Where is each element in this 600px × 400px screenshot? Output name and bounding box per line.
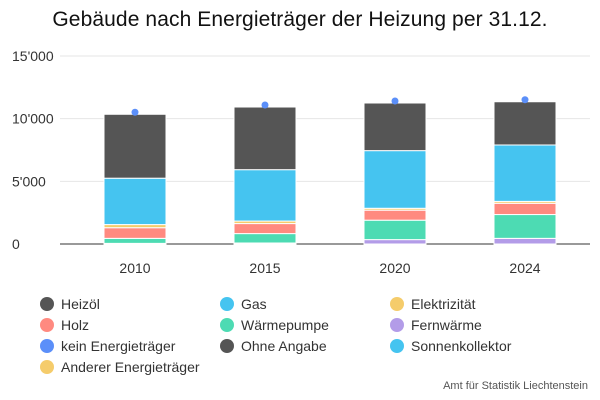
legend-marker xyxy=(220,339,234,353)
bar-segment xyxy=(363,102,427,152)
bar-marker-dot xyxy=(131,108,139,116)
legend-label: Anderer Energieträger xyxy=(61,359,200,375)
bar-segment xyxy=(493,144,557,202)
legend-item: Elektrizität xyxy=(390,296,476,312)
stacked-bar-chart: 0 5'000 10'000 15'000 2010 2015 2020 2024 xyxy=(12,48,590,276)
bar-segment xyxy=(233,169,297,222)
x-tick-label: 2024 xyxy=(509,260,540,276)
x-tick-label: 2015 xyxy=(249,260,280,276)
bar-segment xyxy=(363,209,427,221)
x-tick-label: 2020 xyxy=(379,260,410,276)
legend-item: Anderer Energieträger xyxy=(40,359,200,375)
legend-label: Holz xyxy=(61,317,90,333)
bar-segment xyxy=(493,214,557,239)
legend-item: kein Energieträger xyxy=(40,338,175,354)
bar-segment xyxy=(363,150,427,209)
bar-marker-dot xyxy=(261,101,269,109)
bar-segment xyxy=(103,237,167,244)
legend-marker xyxy=(390,339,404,353)
y-tick-label: 0 xyxy=(12,236,20,252)
legend-item: Fernwärme xyxy=(390,317,482,333)
bar-segment xyxy=(233,223,297,235)
legend-label: Fernwärme xyxy=(411,317,482,333)
bar-segment xyxy=(363,219,427,241)
y-tick-label: 5'000 xyxy=(12,173,46,189)
bar-marker-dot xyxy=(391,97,399,105)
bar-segment xyxy=(493,237,557,245)
bar-segment xyxy=(103,227,167,239)
legend-label: Sonnenkollektor xyxy=(411,338,512,354)
legend-item: Holz xyxy=(40,317,89,333)
legend-marker xyxy=(220,318,234,332)
legend-marker xyxy=(40,360,54,374)
legend-marker xyxy=(40,297,54,311)
bar-marker-dot xyxy=(521,96,529,104)
y-tick-label: 10'000 xyxy=(12,111,54,127)
bar-segment xyxy=(493,202,557,216)
chart-title: Gebäude nach Energieträger der Heizung p… xyxy=(52,8,548,31)
legend-marker xyxy=(390,318,404,332)
legend-label: Wärmepumpe xyxy=(241,317,329,333)
legend-item: Ohne Angabe xyxy=(220,338,327,354)
legend-item: Wärmepumpe xyxy=(220,317,329,333)
bar-segment xyxy=(233,233,297,244)
legend-marker xyxy=(390,297,404,311)
bar-segment xyxy=(493,101,557,146)
bar-segment xyxy=(233,106,297,171)
legend-label: Ohne Angabe xyxy=(241,338,327,354)
bar-segment xyxy=(363,239,427,245)
legend-label: Elektrizität xyxy=(411,296,476,312)
y-tick-label: 15'000 xyxy=(12,48,54,64)
legend-item: Heizöl xyxy=(40,296,100,312)
legend-item: Sonnenkollektor xyxy=(390,338,511,354)
legend-item: Gas xyxy=(220,296,267,312)
legend-label: Gas xyxy=(241,296,267,312)
bar-segment xyxy=(103,113,167,179)
x-tick-label: 2010 xyxy=(119,260,150,276)
bar-segment xyxy=(103,177,167,226)
source-note: Amt für Statistik Liechtenstein xyxy=(443,380,588,392)
legend-label: Heizöl xyxy=(61,296,100,312)
legend-marker xyxy=(220,297,234,311)
legend-marker xyxy=(40,339,54,353)
legend-marker xyxy=(40,318,54,332)
legend-label: kein Energieträger xyxy=(61,338,176,354)
